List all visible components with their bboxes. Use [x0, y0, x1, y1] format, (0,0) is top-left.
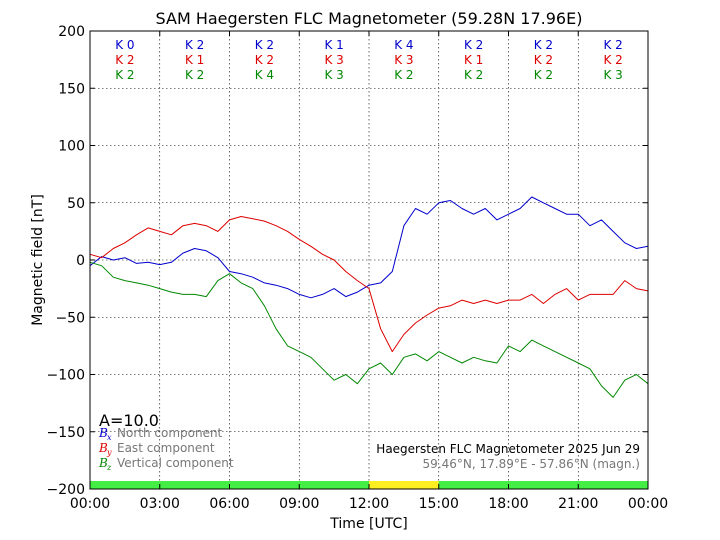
legend-symbol: B — [98, 441, 108, 455]
y-tick-labels: −200 −150 −100 −50 0 50 100 150 200 — [47, 24, 85, 498]
coords-info: 59.46°N, 17.89°E - 57.86°N (magn.) — [423, 457, 640, 471]
k-index-label: K 2 — [255, 38, 274, 52]
k-index-label: K 1 — [185, 53, 204, 67]
series-line — [89, 196, 649, 299]
grid-lines — [90, 31, 648, 489]
k-index-label: K 2 — [464, 38, 483, 52]
k-index-label: K 4 — [255, 68, 274, 82]
k-index-label: K 4 — [394, 38, 413, 52]
x-tick-label: 12:00 — [349, 496, 389, 512]
k-index-label: K 2 — [534, 53, 553, 67]
y-axis-label: Magnetic field [nT] — [30, 194, 46, 326]
x-tick-label: 09:00 — [279, 496, 319, 512]
k-index-label: K 2 — [464, 68, 483, 82]
x-tick-labels: 00:00 03:00 06:00 09:00 12:00 15:00 18:00 21:00… — [70, 496, 668, 512]
legend-label: Vertical component — [117, 456, 234, 470]
k-index-label: K 2 — [185, 68, 204, 82]
legend-label: East component — [117, 441, 215, 455]
x-tick-label: 03:00 — [140, 496, 180, 512]
x-tick-label: 21:00 — [558, 496, 598, 512]
data-series — [89, 196, 649, 398]
a-index: A=10.0 — [99, 411, 159, 430]
y-tick-label: 200 — [58, 24, 85, 40]
series-line — [89, 216, 649, 353]
y-tick-label: −100 — [47, 368, 85, 384]
k-index-label: K 2 — [255, 53, 274, 67]
legend-symbol-subscript: x — [107, 433, 112, 442]
status-segment — [369, 481, 439, 489]
k-index-label: K 1 — [464, 53, 483, 67]
legend-symbol: B — [98, 456, 108, 470]
y-tick-label: −150 — [47, 425, 85, 441]
k-index-label: K 2 — [603, 38, 622, 52]
legend-symbol-subscript: z — [106, 463, 112, 472]
k-index-label: K 1 — [324, 38, 343, 52]
x-tick-label: 15:00 — [419, 496, 459, 512]
k-index-label: K 3 — [394, 53, 413, 67]
legend-symbol: B — [98, 426, 108, 440]
k-index-label: K 2 — [115, 68, 134, 82]
axis-ticks — [89, 30, 649, 490]
k-index-label: K 2 — [394, 68, 413, 82]
y-tick-label: 150 — [58, 81, 85, 97]
k-index-label: K 3 — [603, 68, 622, 82]
station-info: Haegersten FLC Magnetometer 2025 Jun 29 — [376, 442, 640, 456]
series-line — [89, 261, 649, 398]
chart-title: SAM Haegersten FLC Magnetometer (59.28N … — [156, 9, 583, 28]
x-tick-label: 00:00 — [628, 496, 668, 512]
k-index-label: K 2 — [534, 68, 553, 82]
y-tick-label: 100 — [58, 139, 85, 155]
k-index-label: K 2 — [534, 38, 553, 52]
k-index-label: K 3 — [324, 68, 343, 82]
y-tick-label: 50 — [67, 196, 85, 212]
k-index-label: K 0 — [115, 38, 134, 52]
k-index-label: K 2 — [115, 53, 134, 67]
k-index-label: K 3 — [324, 53, 343, 67]
legend-symbol-subscript: y — [106, 448, 112, 457]
x-tick-label: 06:00 — [209, 496, 249, 512]
y-tick-label: 0 — [76, 253, 85, 269]
x-axis-label: Time [UTC] — [329, 516, 407, 532]
legend-label: North component — [117, 426, 223, 440]
y-tick-label: −200 — [47, 482, 85, 498]
k-index-label: K 2 — [603, 53, 622, 67]
x-tick-label: 00:00 — [70, 496, 110, 512]
k-index-label: K 2 — [185, 38, 204, 52]
y-tick-label: −50 — [55, 310, 85, 326]
x-tick-label: 18:00 — [488, 496, 528, 512]
status-segment — [438, 481, 648, 489]
